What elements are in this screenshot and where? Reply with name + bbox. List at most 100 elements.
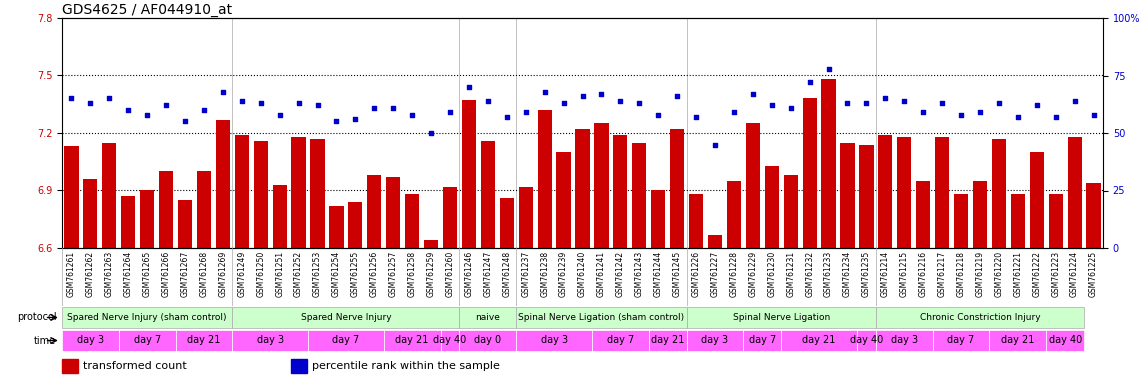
Text: GSM761219: GSM761219 — [976, 251, 985, 297]
Point — [441, 109, 459, 115]
Text: GSM761230: GSM761230 — [767, 251, 776, 297]
Bar — [765, 166, 779, 248]
Bar — [481, 141, 495, 248]
Bar — [235, 135, 248, 248]
Point — [270, 111, 289, 118]
Text: GSM761231: GSM761231 — [787, 251, 795, 297]
Bar — [386, 177, 401, 248]
Text: GSM761224: GSM761224 — [1071, 251, 1079, 297]
Text: GSM761246: GSM761246 — [465, 251, 473, 297]
Bar — [898, 137, 911, 248]
Point — [895, 98, 914, 104]
Bar — [859, 144, 874, 248]
Point — [554, 100, 572, 106]
Text: GSM761216: GSM761216 — [918, 251, 927, 297]
Bar — [992, 139, 1006, 248]
Bar — [954, 194, 969, 248]
Text: GSM761252: GSM761252 — [294, 251, 303, 297]
Bar — [254, 141, 268, 248]
Text: GSM761262: GSM761262 — [86, 251, 95, 297]
Text: GSM761260: GSM761260 — [445, 251, 455, 297]
Point — [1084, 111, 1103, 118]
Text: GSM761248: GSM761248 — [503, 251, 512, 297]
Text: GSM761233: GSM761233 — [824, 251, 834, 297]
Bar — [878, 135, 892, 248]
Point — [384, 104, 402, 111]
Text: GSM761235: GSM761235 — [862, 251, 871, 297]
Point — [649, 111, 668, 118]
Bar — [614, 135, 627, 248]
Bar — [232, 330, 308, 351]
Text: time: time — [34, 336, 56, 346]
Text: day 21: day 21 — [395, 335, 429, 345]
Text: GSM761249: GSM761249 — [237, 251, 246, 297]
Text: day 7: day 7 — [749, 335, 776, 345]
Point — [820, 66, 838, 72]
Text: GSM761264: GSM761264 — [124, 251, 133, 297]
Point — [100, 96, 118, 102]
Bar — [368, 175, 381, 248]
Text: GSM761254: GSM761254 — [332, 251, 341, 297]
Point — [62, 96, 80, 102]
Bar — [291, 359, 307, 373]
Text: GSM761241: GSM761241 — [597, 251, 606, 297]
Point — [989, 100, 1008, 106]
Text: day 3: day 3 — [77, 335, 104, 345]
Bar — [62, 307, 232, 328]
Text: GSM761227: GSM761227 — [711, 251, 719, 297]
Text: GSM761269: GSM761269 — [219, 251, 228, 297]
Text: day 21: day 21 — [1001, 335, 1035, 345]
Text: GSM761218: GSM761218 — [956, 251, 965, 297]
Bar — [743, 330, 781, 351]
Text: day 3: day 3 — [540, 335, 568, 345]
Bar — [649, 330, 687, 351]
Text: GSM761243: GSM761243 — [634, 251, 643, 297]
Text: GSM761256: GSM761256 — [370, 251, 379, 297]
Bar — [348, 202, 363, 248]
Bar — [175, 330, 232, 351]
Point — [81, 100, 100, 106]
Bar — [687, 330, 743, 351]
Point — [460, 84, 479, 90]
Point — [214, 89, 232, 95]
Point — [139, 111, 157, 118]
Bar — [140, 190, 155, 248]
Point — [252, 100, 270, 106]
Point — [611, 98, 630, 104]
Text: GSM761250: GSM761250 — [256, 251, 266, 297]
Bar — [443, 187, 457, 248]
Bar — [62, 359, 78, 373]
Bar — [689, 194, 703, 248]
Text: GSM761232: GSM761232 — [805, 251, 814, 297]
Text: day 40: day 40 — [850, 335, 883, 345]
Point — [971, 109, 989, 115]
Point — [346, 116, 364, 122]
Bar — [1067, 137, 1082, 248]
Point — [1047, 114, 1065, 120]
Text: GSM761217: GSM761217 — [938, 251, 947, 297]
Bar — [592, 330, 649, 351]
Text: GDS4625 / AF044910_at: GDS4625 / AF044910_at — [62, 3, 232, 17]
Text: Spared Nerve Injury: Spared Nerve Injury — [301, 313, 392, 321]
Bar — [821, 79, 836, 248]
Bar — [876, 330, 933, 351]
Text: GSM761266: GSM761266 — [161, 251, 171, 297]
Point — [705, 141, 724, 147]
Point — [914, 109, 932, 115]
Text: Spared Nerve Injury (sham control): Spared Nerve Injury (sham control) — [68, 313, 227, 321]
Point — [421, 130, 440, 136]
Text: GSM761225: GSM761225 — [1089, 251, 1098, 297]
Bar — [537, 110, 552, 248]
Point — [232, 98, 251, 104]
Bar — [876, 307, 1084, 328]
Text: protocol: protocol — [17, 313, 56, 323]
Point — [195, 107, 213, 113]
Bar — [935, 137, 949, 248]
Text: GSM761221: GSM761221 — [1013, 251, 1022, 297]
Point — [763, 102, 781, 108]
Text: day 7: day 7 — [607, 335, 634, 345]
Point — [687, 114, 705, 120]
Text: GSM761259: GSM761259 — [427, 251, 435, 297]
Bar — [441, 330, 459, 351]
Text: day 3: day 3 — [256, 335, 284, 345]
